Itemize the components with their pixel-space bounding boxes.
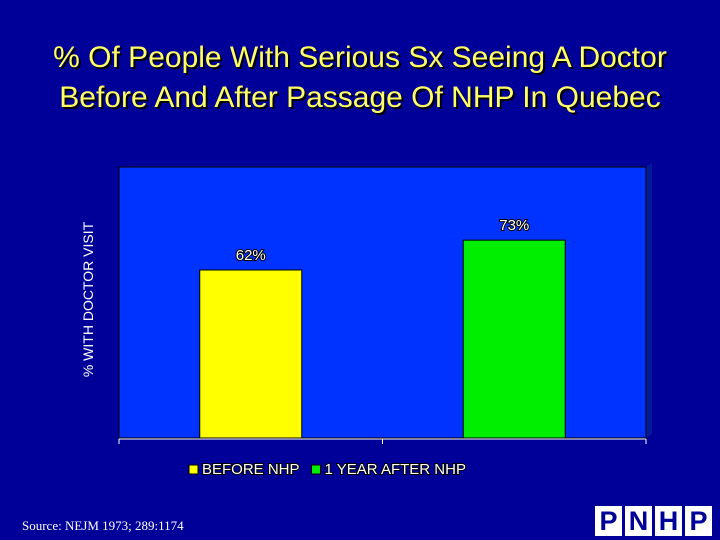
data-label: 62% (236, 247, 266, 264)
logo-letter: N (625, 506, 652, 536)
logo-letter: P (595, 506, 622, 536)
plot-side-wall (646, 163, 652, 438)
source-note: Source: NEJM 1973; 289:1174 (22, 518, 184, 533)
bar (462, 239, 566, 439)
title-line-2: Before And After Passage Of NHP In Quebe… (59, 81, 661, 114)
legend-swatch (188, 464, 199, 475)
title-line-1: % Of People With Serious Sx Seeing A Doc… (53, 41, 667, 74)
plot-area (118, 166, 647, 439)
legend-swatch (311, 464, 322, 475)
bar (199, 269, 303, 439)
chart-title: % Of People With Serious Sx Seeing A Doc… (0, 38, 720, 118)
pnhp-logo: P N H P (595, 506, 712, 536)
legend-label: BEFORE NHP (202, 461, 300, 478)
logo-letter: H (655, 506, 682, 536)
logo-letter: P (685, 506, 712, 536)
y-axis-label: % WITH DOCTOR VISIT (80, 221, 96, 377)
data-label: 73% (499, 217, 529, 234)
legend-label: 1 YEAR AFTER NHP (325, 461, 466, 478)
